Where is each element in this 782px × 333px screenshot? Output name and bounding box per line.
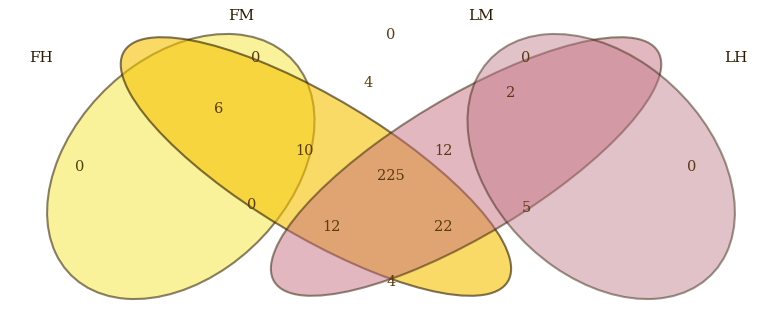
Text: 225: 225 bbox=[377, 169, 405, 183]
Text: FM: FM bbox=[228, 9, 254, 23]
Text: 0: 0 bbox=[522, 51, 531, 65]
Text: 0: 0 bbox=[687, 160, 696, 173]
Text: 2: 2 bbox=[507, 86, 516, 100]
Text: LH: LH bbox=[725, 51, 748, 65]
Text: 4: 4 bbox=[364, 76, 373, 90]
Text: 10: 10 bbox=[296, 144, 314, 158]
Text: 6: 6 bbox=[213, 102, 223, 116]
Text: LM: LM bbox=[468, 9, 494, 23]
Ellipse shape bbox=[120, 37, 511, 296]
Ellipse shape bbox=[271, 37, 662, 296]
Text: 0: 0 bbox=[251, 51, 260, 65]
Ellipse shape bbox=[468, 34, 735, 299]
Text: 0: 0 bbox=[247, 198, 256, 212]
Text: 12: 12 bbox=[321, 220, 340, 234]
Text: 0: 0 bbox=[75, 160, 84, 173]
Text: 5: 5 bbox=[522, 201, 531, 215]
Ellipse shape bbox=[47, 34, 314, 299]
Text: 0: 0 bbox=[386, 28, 396, 42]
Text: 12: 12 bbox=[434, 144, 453, 158]
Text: 22: 22 bbox=[434, 220, 453, 234]
Text: FH: FH bbox=[29, 51, 53, 65]
Text: 4: 4 bbox=[386, 275, 396, 289]
